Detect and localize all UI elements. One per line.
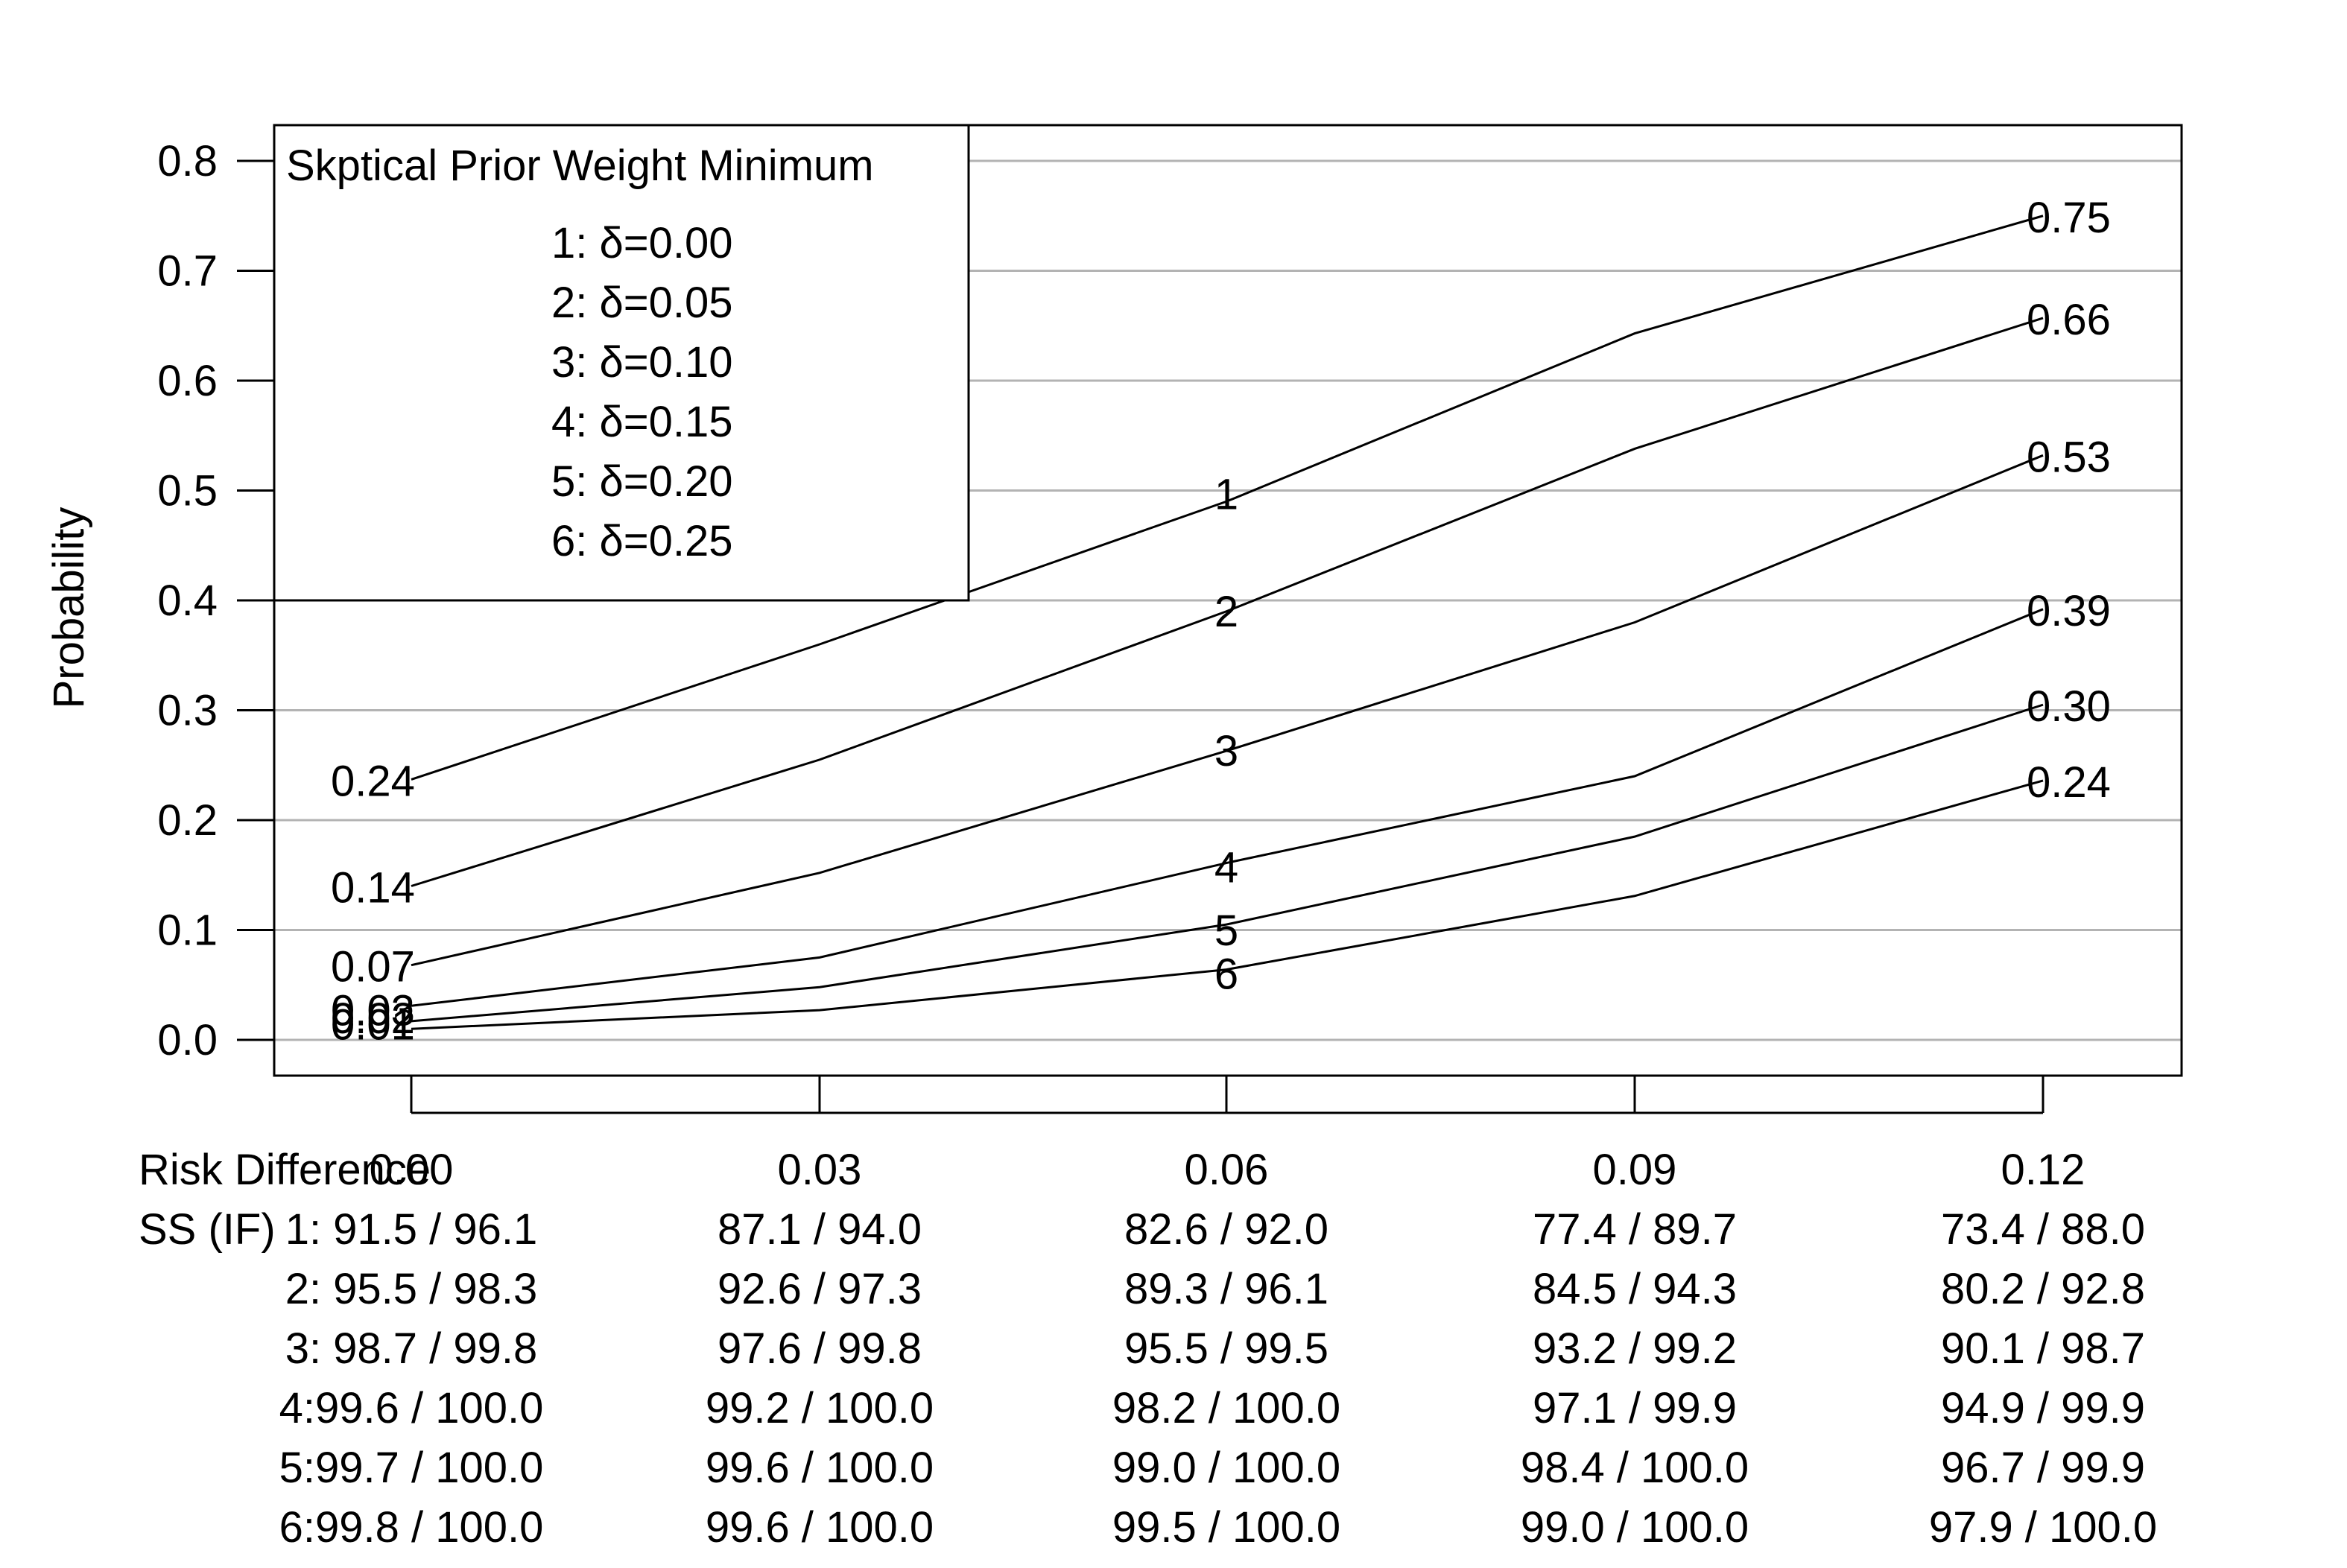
table-cell: 87.1 / 94.0 [718, 1205, 922, 1254]
y-tick-label: 0.7 [157, 247, 218, 296]
series-start-label: 0.03 [331, 986, 415, 1035]
series-line-3 [411, 454, 2044, 967]
legend-box [273, 124, 970, 602]
y-tick-label: 0.3 [157, 687, 218, 735]
x-tick-label: 0.06 [1185, 1146, 1269, 1194]
table-cell: 89.3 / 96.1 [1124, 1265, 1328, 1313]
series-layer [411, 215, 2044, 1030]
table-cell: 2: 95.5 / 98.3 [285, 1265, 538, 1313]
series-number-label: 6 [1214, 950, 1238, 999]
table-cell: 4:99.6 / 100.0 [279, 1384, 544, 1432]
ss-header: SS (IF) [139, 1205, 276, 1254]
legend-entry-1: 1: δ=0.00 [551, 219, 733, 267]
x-tick-label: 0.12 [2001, 1146, 2085, 1194]
table-cell: 97.1 / 99.9 [1533, 1384, 1737, 1432]
series-end-label: 0.39 [2027, 587, 2111, 635]
series-number-label: 4 [1214, 844, 1238, 892]
series-number-label: 2 [1214, 588, 1238, 636]
table-cell: 84.5 / 94.3 [1533, 1265, 1737, 1313]
series-line-1 [411, 215, 2044, 781]
legend-entry-5: 5: δ=0.20 [551, 457, 733, 506]
series-line-4 [411, 608, 2044, 1007]
series-start-label: 0.01 [331, 1000, 415, 1049]
y-tick-label: 0.0 [157, 1016, 218, 1064]
table-cell: 96.7 / 99.9 [1941, 1444, 2145, 1492]
table-cell: 1: 91.5 / 96.1 [285, 1205, 538, 1254]
table-cell: 94.9 / 99.9 [1941, 1384, 2145, 1432]
table-cell: 6:99.8 / 100.0 [279, 1503, 544, 1552]
table-cell: 99.6 / 100.0 [706, 1503, 934, 1552]
series-start-label: 0.24 [331, 757, 415, 805]
table-cell: 95.5 / 99.5 [1124, 1324, 1328, 1373]
table-cell: 82.6 / 92.0 [1124, 1205, 1328, 1254]
series-end-label: 0.30 [2027, 682, 2111, 731]
series-number-label: 3 [1214, 727, 1238, 775]
legend-entry-3: 3: δ=0.10 [551, 338, 733, 387]
table-cell: 99.5 / 100.0 [1112, 1503, 1340, 1552]
series-line-5 [411, 703, 2044, 1023]
series-start-label: 0.02 [331, 994, 415, 1043]
series-end-label: 0.75 [2027, 194, 2111, 242]
axis-layer: 0.0 0.1 0.2 0.3 0.4 0.5 0.6 0.7 0.8 Probability [45, 124, 2183, 1114]
table-cell: 97.6 / 99.8 [718, 1324, 922, 1373]
table-cell: 99.6 / 100.0 [706, 1444, 934, 1492]
y-tick-label: 0.8 [157, 137, 218, 185]
y-tick-label: 0.4 [157, 577, 218, 625]
table-cell: 90.1 / 98.7 [1941, 1324, 2145, 1373]
series-end-label: 0.53 [2027, 433, 2111, 481]
y-tick-label: 0.2 [157, 796, 218, 845]
table-cell: 5:99.7 / 100.0 [279, 1444, 544, 1492]
series-start-label: 0.14 [331, 864, 415, 912]
table-cell: 92.6 / 97.3 [718, 1265, 922, 1313]
y-tick-label: 0.5 [157, 467, 218, 515]
legend: Skptical Prior Weight Minimum 1: δ=0.00 2:… [273, 124, 970, 602]
series-number-label: 5 [1214, 907, 1238, 955]
table-cell: 93.2 / 99.2 [1533, 1324, 1737, 1373]
series-line-2 [411, 317, 2044, 887]
legend-entry-6: 6: δ=0.25 [551, 517, 733, 565]
y-axis-label: Probability [45, 507, 93, 709]
table-cell: 73.4 / 88.0 [1941, 1205, 2145, 1254]
series-number-label: 1 [1214, 470, 1238, 518]
legend-entry-2: 2: δ=0.05 [551, 279, 733, 327]
table-cell: 98.2 / 100.0 [1112, 1384, 1340, 1432]
table-cell: 99.0 / 100.0 [1521, 1503, 1749, 1552]
table-cell: 77.4 / 89.7 [1533, 1205, 1737, 1254]
table-cell: 99.2 / 100.0 [706, 1384, 934, 1432]
x-tick-label: 0.03 [778, 1146, 862, 1194]
plot-frame [273, 124, 2183, 1077]
table-cell: 3: 98.7 / 99.8 [285, 1324, 538, 1373]
label-layer: 1 2 3 4 56 0.24 0.75 0.14 0.66 0.07 0.53 0.03 0.39 0.… [331, 194, 2111, 1050]
series-end-label: 0.24 [2027, 758, 2111, 807]
legend-entry-4: 4: δ=0.15 [551, 398, 733, 446]
table-cell: 99.0 / 100.0 [1112, 1444, 1340, 1492]
y-tick-label: 0.6 [157, 357, 218, 405]
risk-difference-header: Risk Difference [139, 1146, 431, 1194]
legend-title: Skptical Prior Weight Minimum [286, 142, 874, 190]
table-cell: 97.9 / 100.0 [1929, 1503, 2157, 1552]
series-line-6 [411, 779, 2044, 1030]
table-cell: 98.4 / 100.0 [1521, 1444, 1749, 1492]
x-tick-label: 0.09 [1593, 1146, 1677, 1194]
table-cell: 80.2 / 92.8 [1941, 1265, 2145, 1313]
series-start-label: 0.07 [331, 943, 415, 991]
x-tick-label: 0.00 [370, 1146, 454, 1194]
series-end-label: 0.66 [2027, 296, 2111, 344]
y-tick-label: 0.1 [157, 907, 218, 955]
